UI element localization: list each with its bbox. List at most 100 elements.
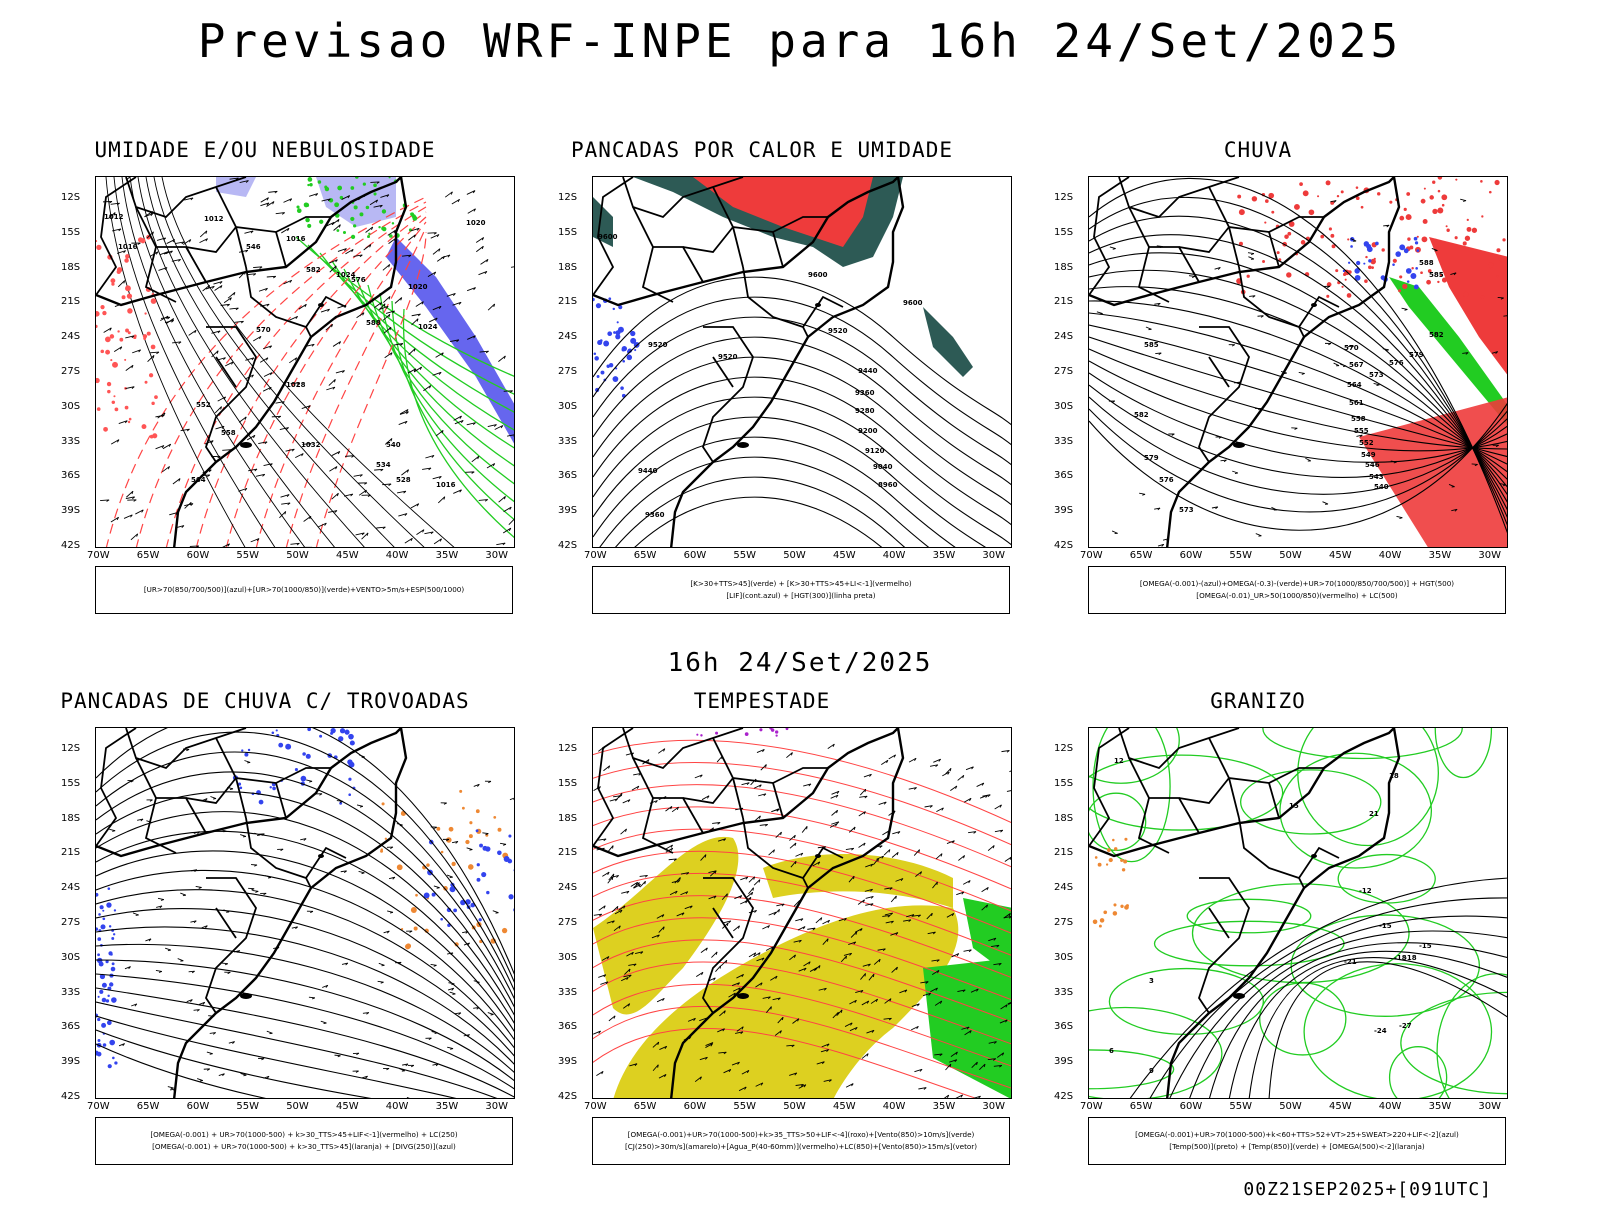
map-plot (593, 728, 1012, 1099)
legend-line: [CJ(250)>30m/s](amarelo)+[Agua_P(40-60mm… (625, 1141, 977, 1153)
contour-label: 1012 (104, 213, 124, 221)
lat-tick-label: 33S (1054, 987, 1073, 998)
lon-tick-label: 55W (236, 550, 259, 561)
lon-tick-label: 70W (584, 1101, 607, 1112)
lon-tick-label: 45W (833, 550, 856, 561)
lat-tick-label: 39S (61, 1056, 80, 1067)
lon-tick-label: 35W (436, 1101, 459, 1112)
lon-tick-label: 40W (1379, 550, 1402, 561)
contour-label: 573 (1369, 371, 1384, 379)
map-frame (592, 727, 1012, 1099)
lat-tick-label: 12S (558, 743, 577, 754)
contour-label: 564 (1347, 381, 1362, 389)
lon-tick-label: 55W (1229, 550, 1252, 561)
contour-label: 546 (246, 243, 261, 251)
lon-tick-label: 70W (87, 1101, 110, 1112)
lat-tick-label: 21S (61, 847, 80, 858)
contour-label: 9280 (855, 407, 875, 415)
contour-label: 549 (1361, 451, 1376, 459)
lon-tick-label: 55W (733, 1101, 756, 1112)
lon-tick-label: 70W (1080, 1101, 1103, 1112)
lon-tick-label: 60W (1180, 550, 1203, 561)
contour-label: 9600 (808, 271, 828, 279)
contour-label: 3 (1149, 977, 1154, 985)
contour-label: 543 (1369, 473, 1384, 481)
lat-tick-label: 42S (1054, 1091, 1073, 1102)
contour-label: 582 (306, 266, 321, 274)
panel-legend: [OMEGA(-0.001)+UR>70(1000-500)+k>35_TTS>… (592, 1117, 1010, 1165)
lat-tick-label: 18S (61, 813, 80, 824)
map-frame (95, 727, 515, 1099)
lon-tick-label: 40W (883, 1101, 906, 1112)
lon-tick-label: 40W (883, 550, 906, 561)
lon-tick-label: 55W (236, 1101, 259, 1112)
contour-label: 21 (1369, 810, 1379, 818)
legend-line: [K>30+TTS>45](verde) + [K>30+TTS>45+LI<-… (690, 578, 911, 590)
contour-label: 573 (1179, 506, 1194, 514)
lat-tick-label: 36S (558, 1021, 577, 1032)
contour-label: 9600 (903, 299, 923, 307)
lon-tick-label: 45W (336, 1101, 359, 1112)
lon-tick-label: 30W (485, 550, 508, 561)
contour-label: 582 (1134, 411, 1149, 419)
lat-tick-label: 42S (558, 1091, 577, 1102)
contour-label: 1020 (466, 219, 486, 227)
lon-tick-label: 60W (684, 1101, 707, 1112)
lat-tick-label: 36S (1054, 1021, 1073, 1032)
lat-tick-label: 39S (558, 1056, 577, 1067)
lat-tick-label: 24S (61, 331, 80, 342)
lat-tick-label: 15S (558, 778, 577, 789)
lon-tick-label: 65W (137, 1101, 160, 1112)
lon-tick-label: 40W (386, 1101, 409, 1112)
panel-legend: [OMEGA(-0.001) + UR>70(1000-500) + k>30_… (95, 1117, 513, 1165)
lat-tick-label: 21S (558, 296, 577, 307)
lat-tick-label: 27S (1054, 366, 1073, 377)
lon-tick-label: 60W (187, 550, 210, 561)
map-plot (96, 728, 515, 1099)
lon-tick-label: 40W (386, 550, 409, 561)
panel-title: PANCADAS POR CALOR E UMIDADE (512, 138, 1012, 162)
lat-tick-label: 12S (61, 743, 80, 754)
lat-tick-label: 15S (61, 227, 80, 238)
lon-tick-label: 50W (1279, 1101, 1302, 1112)
panel-legend: [OMEGA(-0.001)+UR>70(1000-500)+k<60+TTS>… (1088, 1117, 1506, 1165)
lat-tick-label: 33S (558, 987, 577, 998)
contour-label: 558 (1351, 415, 1366, 423)
lat-tick-label: 15S (558, 227, 577, 238)
lat-tick-label: 36S (61, 470, 80, 481)
legend-line: [OMEGA(-0.001)+UR>70(1000-500)+k<60+TTS>… (1135, 1129, 1459, 1141)
contour-label: 579 (1409, 351, 1424, 359)
lon-tick-label: 65W (137, 550, 160, 561)
lat-tick-label: 18S (1054, 262, 1073, 273)
lat-tick-label: 30S (61, 952, 80, 963)
lon-tick-label: 45W (1329, 550, 1352, 561)
lat-tick-label: 39S (558, 505, 577, 516)
contour-label: 570 (1344, 344, 1359, 352)
contour-label: 1016 (118, 243, 138, 251)
lon-tick-label: 65W (1130, 1101, 1153, 1112)
contour-label: 1012 (204, 215, 224, 223)
lat-tick-label: 12S (558, 192, 577, 203)
lon-tick-label: 70W (87, 550, 110, 561)
contour-label: 1016 (436, 481, 456, 489)
contour-label: -27 (1399, 1022, 1412, 1030)
lon-tick-label: 60W (1180, 1101, 1203, 1112)
lon-tick-label: 30W (1478, 1101, 1501, 1112)
panel-legend: [K>30+TTS>45](verde) + [K>30+TTS>45+LI<-… (592, 566, 1010, 614)
map-plot: 5855825795765735705675645615585555525495… (1089, 177, 1508, 548)
lat-tick-label: 30S (558, 952, 577, 963)
legend-line: [OMEGA(-0.001) + UR>70(1000-500) + k>30_… (150, 1129, 457, 1141)
lat-tick-label: 30S (1054, 952, 1073, 963)
lat-tick-label: 21S (1054, 847, 1073, 858)
lat-tick-label: 18S (61, 262, 80, 273)
contour-label: 534 (376, 461, 391, 469)
contour-label: 9200 (858, 427, 878, 435)
lat-tick-label: 39S (1054, 505, 1073, 516)
